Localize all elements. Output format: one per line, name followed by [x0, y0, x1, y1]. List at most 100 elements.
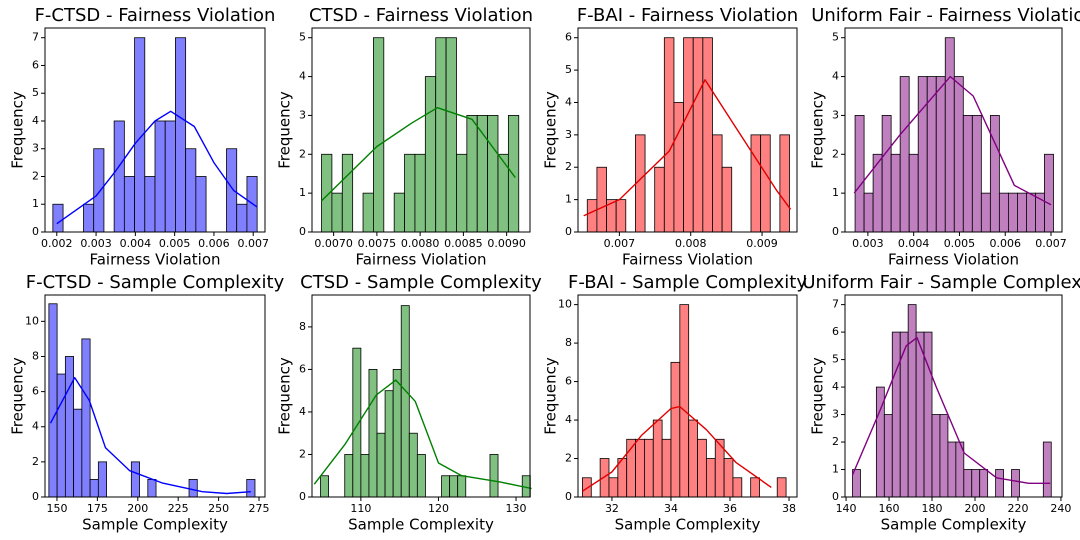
bar	[236, 203, 248, 233]
kde-line	[853, 75, 1052, 206]
bar	[963, 469, 973, 498]
bar	[947, 441, 957, 498]
bar	[599, 458, 610, 498]
bar	[935, 76, 946, 233]
y-tick-label: 4	[565, 413, 572, 426]
bar	[891, 331, 901, 498]
y-tick-label: 6	[299, 362, 306, 375]
y-tick-label: 2	[832, 147, 839, 160]
bar	[863, 192, 874, 233]
x-axis-label: Sample Complexity	[881, 516, 1027, 534]
bar	[400, 305, 410, 498]
y-tick-label: 1	[565, 193, 572, 206]
x-tick-label: 0.004	[120, 237, 152, 250]
bar	[97, 461, 107, 498]
y-tick-label: 3	[32, 142, 39, 155]
bar	[779, 134, 790, 233]
y-axis-label: Frequency	[9, 91, 27, 169]
bar	[457, 475, 467, 498]
bar	[1007, 192, 1018, 233]
y-axis-label: Frequency	[542, 91, 560, 169]
chart-title: CTSD - Sample Complexity	[300, 272, 542, 293]
y-tick-label: 8	[299, 320, 306, 333]
bar	[424, 76, 437, 233]
bar	[908, 153, 919, 233]
bar	[872, 153, 883, 233]
kde-line	[582, 405, 772, 492]
x-tick-label: 0.007	[1035, 237, 1067, 250]
x-tick-label: 240	[1050, 502, 1071, 515]
bar	[776, 477, 787, 498]
bar	[962, 115, 973, 233]
bar	[344, 454, 354, 498]
chart-title: CTSD - Fairness Violation	[309, 5, 533, 26]
y-tick-label: 4	[32, 114, 39, 127]
bar	[953, 76, 964, 233]
x-tick-label: 0.0080	[401, 237, 440, 250]
y-tick-label: 6	[32, 385, 39, 398]
bar	[373, 37, 385, 233]
bar	[760, 134, 771, 233]
bar	[456, 153, 468, 233]
x-tick-label: 150	[46, 502, 67, 515]
y-tick-label: 0	[299, 490, 306, 503]
x-tick-label: 175	[87, 502, 108, 515]
x-tick-label: 220	[1007, 502, 1028, 515]
bar	[404, 153, 416, 233]
y-tick-label: 5	[32, 86, 39, 99]
y-tick-label: 4	[299, 70, 306, 83]
bar	[435, 37, 447, 233]
y-tick-label: 3	[832, 408, 839, 421]
y-tick-label: 4	[832, 70, 839, 83]
bar	[246, 479, 256, 498]
x-tick-label: 0.007	[237, 237, 269, 250]
x-tick-label: 0.003	[80, 237, 112, 250]
bar	[113, 120, 125, 233]
x-tick-label: 250	[208, 502, 229, 515]
axes-frame	[577, 294, 798, 498]
bar	[654, 166, 665, 233]
x-tick-label: 34	[664, 502, 678, 515]
bar	[1042, 441, 1052, 498]
x-tick-label: 0.006	[989, 237, 1021, 250]
x-tick-label: 200	[127, 502, 148, 515]
y-tick-label: 3	[565, 128, 572, 141]
y-tick-label: 4	[32, 420, 39, 433]
bar	[449, 475, 459, 498]
chart-title: F-BAI - Sample Complexity	[568, 272, 807, 293]
bar	[635, 438, 645, 498]
bar	[926, 76, 937, 233]
y-tick-label: 2	[565, 452, 572, 465]
bar	[89, 479, 99, 498]
y-tick-label: 5	[299, 31, 306, 44]
bar	[1017, 192, 1027, 233]
y-tick-label: 1	[832, 186, 839, 199]
bar	[652, 419, 663, 498]
x-axis-label: Fairness Violation	[888, 251, 1019, 269]
kde-line	[49, 376, 251, 495]
x-tick-label: 140	[836, 502, 857, 515]
bar	[750, 477, 760, 498]
bar	[1011, 469, 1020, 498]
x-tick-label: 0.009	[746, 237, 778, 250]
bar	[881, 115, 892, 233]
bar	[989, 115, 1000, 233]
y-tick-label: 2	[832, 435, 839, 448]
axes-frame	[311, 27, 531, 233]
x-tick-label: 0.007	[604, 237, 636, 250]
y-tick-label: 10	[25, 314, 39, 327]
y-tick-label: 0	[832, 490, 839, 503]
axes-frame	[844, 27, 1063, 233]
axes-frame	[577, 27, 798, 233]
x-tick-label: 0.0090	[487, 237, 526, 250]
x-tick-label: 0.006	[198, 237, 230, 250]
bar	[368, 369, 378, 498]
bar	[195, 176, 207, 233]
bar	[320, 475, 330, 498]
chart-title: F-BAI - Fairness Violation	[577, 5, 798, 26]
x-tick-label: 0.004	[898, 237, 930, 250]
x-axis-label: Sample Complexity	[348, 516, 494, 534]
bar	[56, 373, 66, 498]
x-tick-label: 180	[922, 502, 943, 515]
